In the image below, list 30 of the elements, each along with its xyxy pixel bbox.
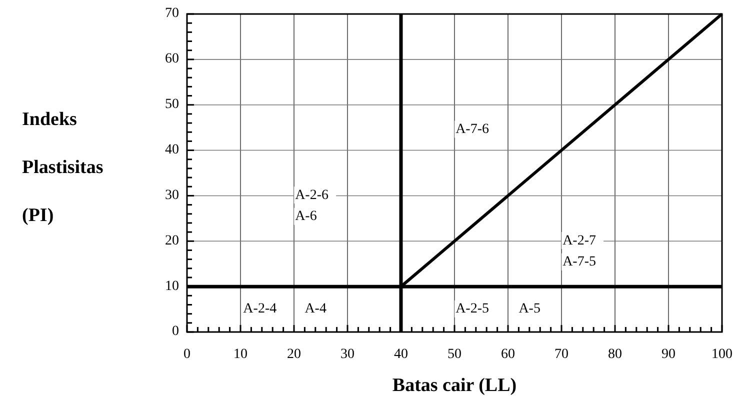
x-tick-label: 90 [662, 347, 676, 362]
y-tick-label: 20 [165, 233, 179, 248]
annotation: A-2-4 [243, 302, 277, 317]
x-tick-label: 10 [234, 347, 248, 362]
text: Indeks Plastisitas (PI) [22, 109, 104, 226]
x-tick-label: 60 [501, 347, 515, 362]
x-tick-label: 40 [394, 347, 408, 362]
y-tick-label: 60 [165, 52, 179, 67]
x-axis-title: Batas cair (LL) [392, 375, 517, 396]
annotation: A-7-5 [562, 254, 596, 270]
annotation: A-2-7 [562, 233, 596, 248]
x-tick-label: 80 [608, 347, 622, 362]
y-tick-label: 50 [165, 97, 179, 112]
annotation: A-2-6 [295, 188, 329, 203]
x-tick-label: 100 [712, 347, 732, 362]
annotation: A-2-5 [456, 302, 490, 317]
x-tick-label: 30 [340, 347, 354, 362]
annotation: A-5 [518, 302, 540, 317]
y-tick-label: 10 [165, 278, 179, 294]
x-tick-label: 20 [287, 347, 301, 362]
annotation: A-4 [304, 302, 326, 317]
y-tick-label: 40 [165, 142, 179, 158]
y-tick-label: 0 [172, 324, 179, 340]
x-tick-label: 70 [554, 347, 568, 362]
annotation: A-6 [295, 209, 317, 224]
y-tick-label: 30 [165, 188, 179, 203]
x-tick-label: 50 [448, 347, 462, 362]
y-tick-label: 70 [165, 6, 179, 22]
annotation: A-7-6 [456, 122, 490, 137]
x-tick-label: 0 [184, 347, 190, 362]
